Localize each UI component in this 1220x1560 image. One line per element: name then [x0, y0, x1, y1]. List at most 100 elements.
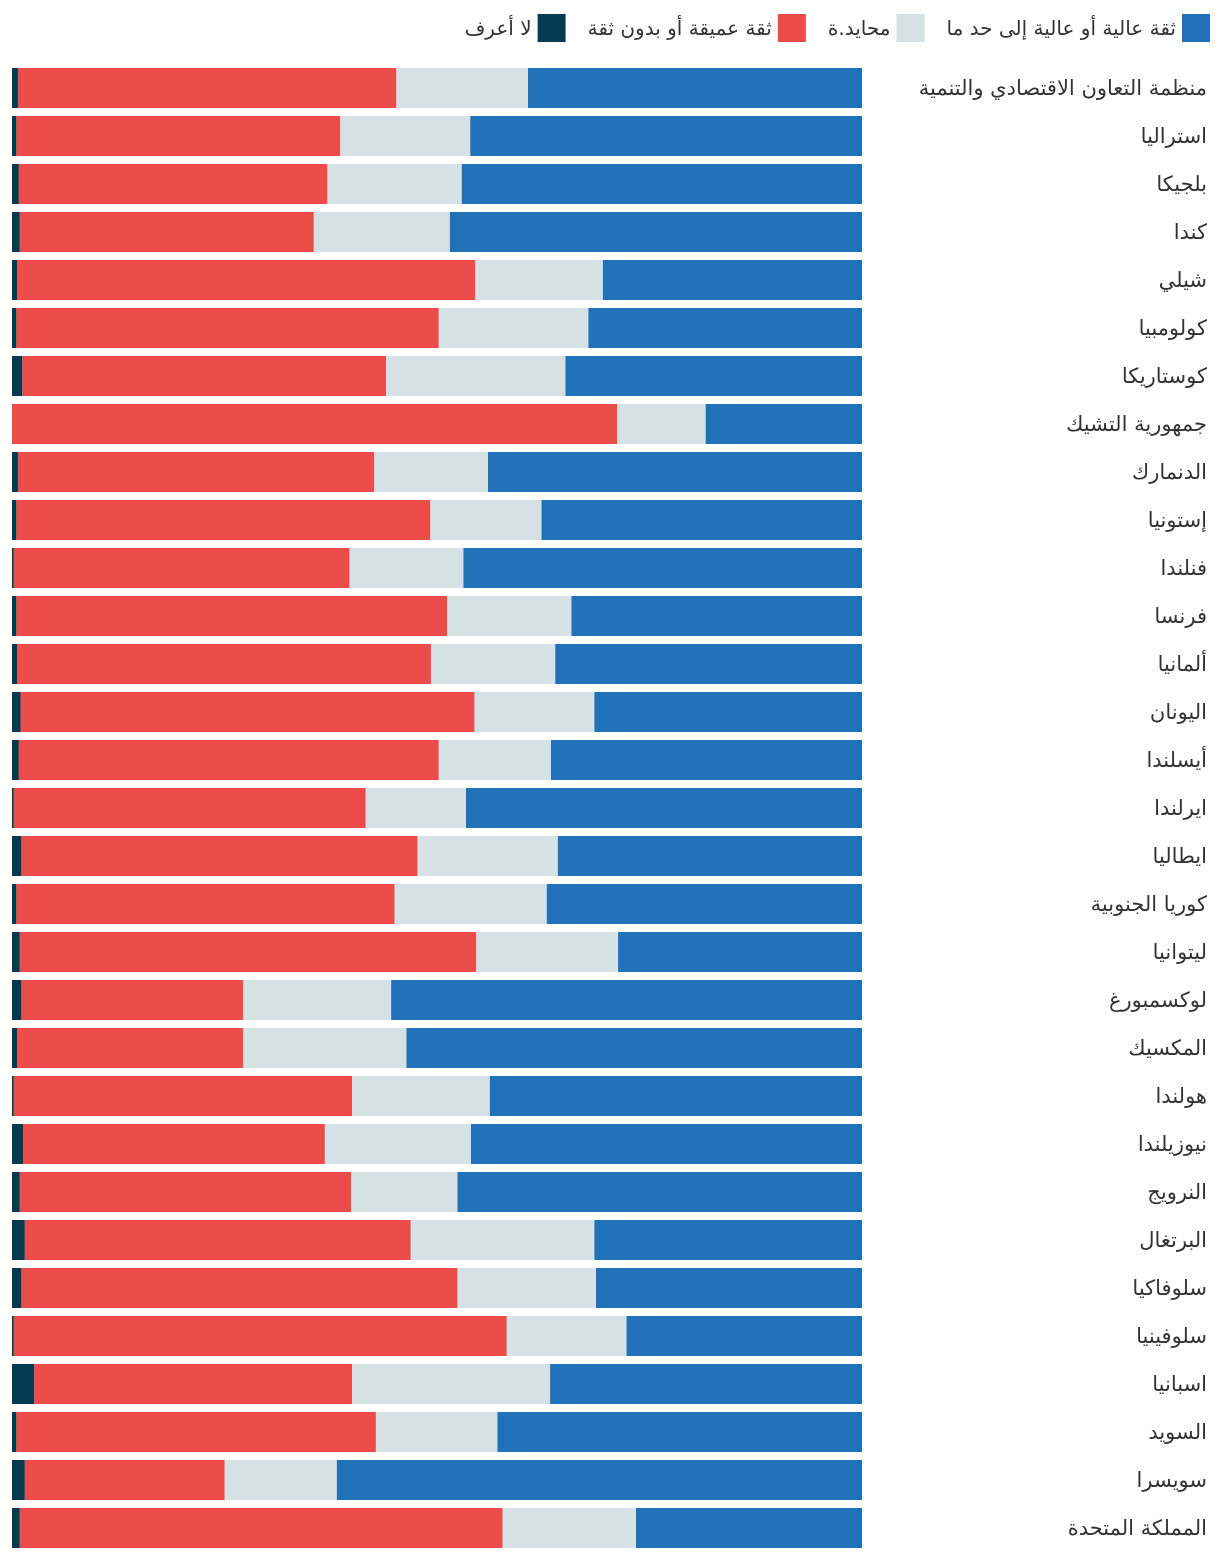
- bar-segment-series-1: [502, 1508, 636, 1548]
- category-label: جمهورية التشيك: [1066, 412, 1207, 436]
- bar-segment-series-0: [527, 68, 862, 108]
- bar-segment-series-3: [12, 1508, 20, 1548]
- bar-segment-series-2: [16, 884, 395, 924]
- category-label: سلوفاكيا: [1132, 1276, 1207, 1300]
- bar-segment-series-2: [17, 68, 397, 108]
- category-label: اسبانيا: [1152, 1372, 1207, 1396]
- bar-segment-series-0: [461, 164, 862, 204]
- bar-segment-series-3: [12, 68, 18, 108]
- bar-segment-series-2: [13, 548, 350, 588]
- bar-row: [12, 164, 862, 204]
- bar-segment-series-1: [365, 788, 466, 828]
- bar-segment-series-2: [17, 1028, 244, 1068]
- bar-segment-series-3: [12, 1412, 17, 1452]
- bar-segment-series-2: [12, 404, 618, 444]
- bar-segment-series-0: [555, 644, 862, 684]
- bar-segment-series-2: [16, 308, 439, 348]
- bar-segment-series-1: [417, 836, 558, 876]
- bar-segment-series-2: [19, 932, 477, 972]
- bar-segment-series-3: [12, 164, 19, 204]
- bar-segment-series-0: [541, 500, 862, 540]
- category-label: كوستاريكا: [1122, 364, 1207, 388]
- bar-segment-series-1: [352, 1076, 490, 1116]
- category-label: ألمانيا: [1158, 650, 1207, 676]
- bar-segment-series-3: [12, 1028, 18, 1068]
- category-label: المكسيك: [1128, 1036, 1207, 1060]
- bar-segment-series-2: [16, 1412, 376, 1452]
- bar-segment-series-1: [394, 884, 547, 924]
- bar-segment-series-0: [594, 1220, 862, 1260]
- bar-segment-series-1: [243, 1028, 407, 1068]
- bar-row: [12, 116, 862, 156]
- bar-segment-series-3: [12, 1316, 14, 1356]
- bar-segment-series-1: [447, 596, 572, 636]
- bar-row: [12, 596, 862, 636]
- bar-segment-series-1: [430, 500, 542, 540]
- bar-row: [12, 260, 862, 300]
- category-label: كندا: [1174, 220, 1207, 244]
- legend-swatch: [537, 14, 566, 42]
- bar-segment-series-3: [12, 1364, 35, 1404]
- bar-segment-series-0: [463, 548, 862, 588]
- bar-segment-series-1: [327, 164, 462, 204]
- legend-label: ثقة عميقة أو بدون ثقة: [588, 15, 772, 40]
- bar-segment-series-2: [16, 596, 448, 636]
- bar-segment-series-1: [506, 1316, 627, 1356]
- legend-item: محايد.ة: [828, 14, 925, 42]
- bar-row: [12, 980, 862, 1020]
- bar-segment-series-3: [12, 500, 17, 540]
- bar-segment-series-3: [12, 788, 14, 828]
- bar-segment-series-2: [16, 500, 431, 540]
- category-label: اليونان: [1150, 700, 1207, 724]
- bar-segment-series-3: [12, 1220, 25, 1260]
- bar-segment-series-2: [16, 116, 341, 156]
- bar-segment-series-2: [20, 692, 475, 732]
- legend-swatch: [1182, 14, 1210, 42]
- bar-segment-series-1: [224, 1460, 337, 1500]
- bar-segment-series-2: [17, 644, 432, 684]
- category-label: الدنمارك: [1132, 460, 1207, 484]
- bar-row: [12, 692, 862, 732]
- bar-row: [12, 212, 862, 252]
- bar-segment-series-3: [12, 980, 22, 1020]
- category-label: كوريا الجنوبية: [1091, 892, 1207, 916]
- bar-row: [12, 308, 862, 348]
- bar-segment-series-1: [313, 212, 450, 252]
- bar-segment-series-2: [17, 260, 476, 300]
- bar-segment-series-0: [571, 596, 862, 636]
- bar-segment-series-1: [340, 116, 471, 156]
- bar-segment-series-0: [550, 1364, 862, 1404]
- bar-segment-series-0: [489, 1076, 862, 1116]
- bar-segment-series-2: [21, 980, 244, 1020]
- bar-segment-series-3: [12, 116, 17, 156]
- category-label: استراليا: [1141, 124, 1207, 148]
- bar-segment-series-3: [12, 596, 17, 636]
- bar-segment-series-1: [410, 1220, 595, 1260]
- bar-segment-series-0: [550, 740, 862, 780]
- bar-segment-series-2: [21, 1268, 458, 1308]
- bar-segment-series-1: [386, 356, 566, 396]
- bar-row: [12, 1508, 862, 1548]
- bar-row: [12, 1076, 862, 1116]
- bar-row: [12, 644, 862, 684]
- bar-row: [12, 68, 862, 108]
- category-label: البرتغال: [1139, 1228, 1207, 1252]
- bar-segment-series-2: [24, 1460, 225, 1500]
- bar-segment-series-3: [12, 1268, 22, 1308]
- category-label: فرنسا: [1154, 604, 1207, 628]
- bar-segment-series-3: [12, 308, 17, 348]
- bar-segment-series-1: [324, 1124, 471, 1164]
- category-label: نيوزيلندا: [1138, 1132, 1207, 1156]
- bar-segment-series-1: [396, 68, 528, 108]
- bar-segment-series-0: [594, 692, 862, 732]
- legend-item: لا أعرف: [465, 14, 566, 42]
- bar-segment-series-0: [449, 212, 862, 252]
- bar-segment-series-0: [470, 116, 862, 156]
- bar-segment-series-0: [635, 1508, 862, 1548]
- bar-row: [12, 836, 862, 876]
- bar-segment-series-0: [626, 1316, 862, 1356]
- bar-segment-series-1: [457, 1268, 596, 1308]
- bar-segment-series-3: [12, 212, 20, 252]
- category-label: كولومبيا: [1139, 316, 1207, 340]
- bar-row: [12, 452, 862, 492]
